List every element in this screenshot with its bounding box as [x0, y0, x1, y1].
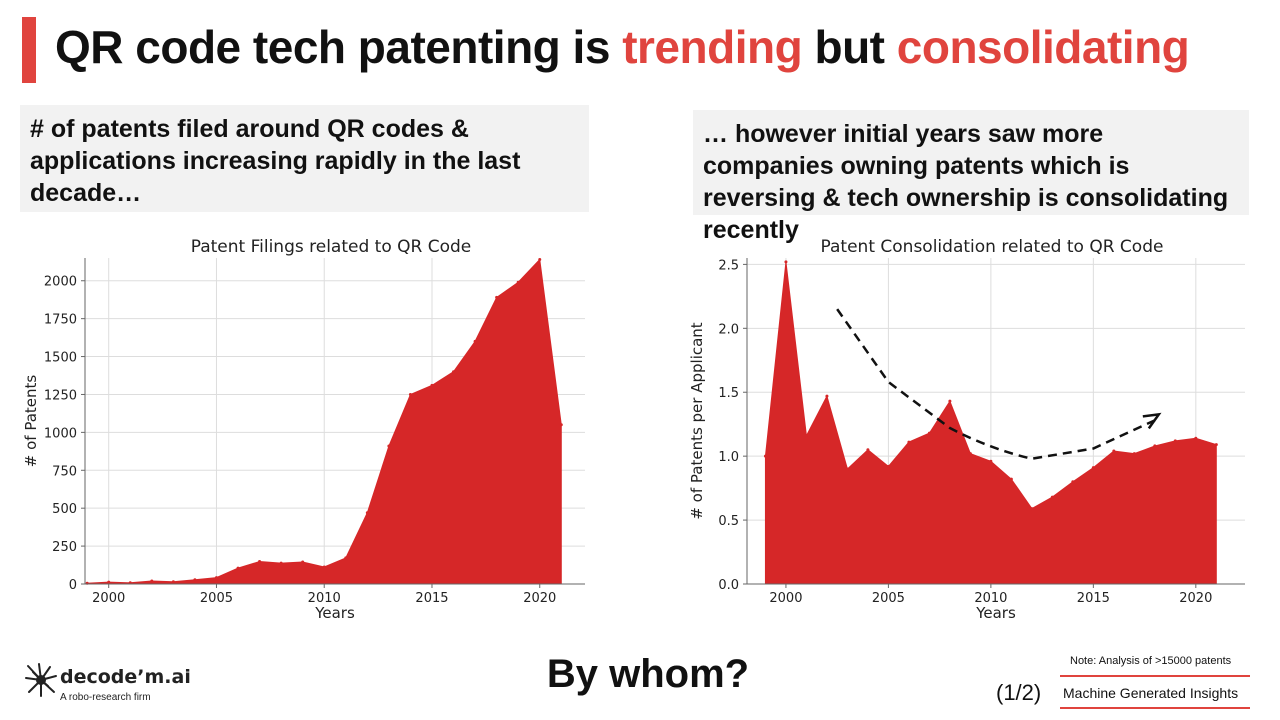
y-tick-label: 0	[69, 578, 77, 593]
x-tick-label: 2015	[415, 591, 448, 606]
data-point	[804, 434, 808, 438]
patent-filings-chart: 2000 2005 2010 2015 2020 0 250 500 750 1000 1250 15…	[22, 237, 585, 622]
y-tick-label: 1000	[44, 426, 77, 441]
data-point	[408, 392, 412, 396]
title-accent-consolidating: consolidating	[896, 21, 1190, 73]
y-axis-label: # of Patents per Applicant	[688, 322, 706, 519]
data-point	[322, 565, 326, 569]
data-point	[214, 576, 218, 580]
title-accent-bar	[22, 17, 36, 83]
x-tick-label: 2000	[769, 591, 802, 606]
data-point	[1009, 477, 1013, 481]
y-tick-label: 1.0	[718, 450, 739, 465]
y-tick-label: 2.0	[718, 322, 739, 337]
area-series	[86, 258, 562, 585]
data-point	[473, 339, 477, 343]
data-point	[1194, 436, 1198, 440]
data-point	[258, 560, 262, 564]
data-point	[927, 431, 931, 435]
insights-rule-bottom	[1060, 707, 1250, 709]
data-point	[301, 560, 305, 564]
data-point	[430, 383, 434, 387]
callout-right: … however initial years saw more compani…	[693, 110, 1249, 244]
data-point	[1153, 444, 1157, 448]
logo: decode’m.ai A robo-research firm	[24, 660, 224, 710]
y-tick-label: 1.5	[718, 386, 739, 401]
y-tick-label: 1500	[44, 351, 77, 366]
data-point	[784, 260, 788, 264]
logo-tagline: A robo-research firm	[60, 692, 151, 703]
data-point	[1071, 480, 1075, 484]
data-point	[1173, 439, 1177, 443]
x-tick-label: 2000	[92, 591, 125, 606]
data-point	[236, 566, 240, 570]
data-point	[559, 423, 563, 427]
x-tick-label: 2005	[200, 591, 233, 606]
data-point	[1112, 449, 1116, 453]
x-tick-label: 2020	[1179, 591, 1212, 606]
data-point	[516, 280, 520, 284]
data-point	[1132, 452, 1136, 456]
page-indicator: (1/2)	[996, 680, 1042, 705]
y-tick-label: 500	[52, 502, 77, 517]
insights-rule-top	[1060, 675, 1250, 677]
data-point	[495, 295, 499, 299]
chart-title: Patent Filings related to QR Code	[191, 237, 472, 257]
data-point	[150, 579, 154, 583]
data-point	[907, 440, 911, 444]
data-point	[886, 464, 890, 468]
y-tick-label: 2000	[44, 275, 77, 290]
data-point	[193, 578, 197, 582]
y-axis-label: # of Patents	[22, 375, 40, 468]
logo-mark-icon	[25, 663, 57, 697]
y-tick-label: 2.5	[718, 258, 739, 273]
x-tick-label: 2005	[872, 591, 905, 606]
y-tick-label: 0.0	[718, 578, 739, 593]
trend-arrowhead	[1142, 412, 1162, 430]
data-point	[1091, 466, 1095, 470]
x-axis-label: Years	[975, 604, 1016, 622]
callout-left: # of patents filed around QR codes & app…	[20, 105, 589, 212]
slide-title: QR code tech patenting is trending but c…	[55, 21, 1190, 73]
insights-label: Machine Generated Insights	[1063, 685, 1239, 701]
x-tick-label: 2010	[308, 591, 341, 606]
data-point	[387, 444, 391, 448]
title-accent-trending: trending	[622, 21, 803, 73]
data-point	[825, 394, 829, 398]
data-point	[538, 258, 542, 262]
y-tick-label: 1750	[44, 313, 77, 328]
data-point	[107, 580, 111, 584]
chart-title: Patent Consolidation related to QR Code	[821, 237, 1164, 257]
data-point	[845, 467, 849, 471]
patent-consolidation-chart: 2000 2005 2010 2015 2020 0.0 0.5 1.0 1.5 2.0 2.5 Pa…	[688, 237, 1245, 622]
data-point	[171, 580, 175, 584]
data-point	[1030, 507, 1034, 511]
data-point	[344, 556, 348, 560]
data-point	[763, 454, 767, 458]
bottom-question: By whom?	[546, 652, 750, 696]
x-tick-label: 2015	[1077, 591, 1110, 606]
data-point	[948, 399, 952, 403]
data-point	[1050, 495, 1054, 499]
x-tick-label: 2010	[974, 591, 1007, 606]
data-point	[968, 452, 972, 456]
x-axis-label: Years	[314, 604, 355, 622]
y-tick-label: 1250	[44, 388, 77, 403]
area-series	[764, 261, 1217, 585]
y-tick-label: 0.5	[718, 514, 739, 529]
data-point	[1214, 443, 1218, 447]
data-point	[866, 448, 870, 452]
data-point	[365, 511, 369, 515]
trend-line	[836, 308, 1156, 460]
y-tick-label: 250	[52, 540, 77, 555]
analysis-note: Note: Analysis of >15000 patents	[1070, 655, 1232, 667]
logo-name: decode’m.ai	[60, 666, 191, 688]
data-point	[279, 561, 283, 565]
x-tick-label: 2020	[523, 591, 556, 606]
data-point	[989, 459, 993, 463]
y-tick-label: 750	[52, 464, 77, 479]
data-point	[452, 370, 456, 374]
